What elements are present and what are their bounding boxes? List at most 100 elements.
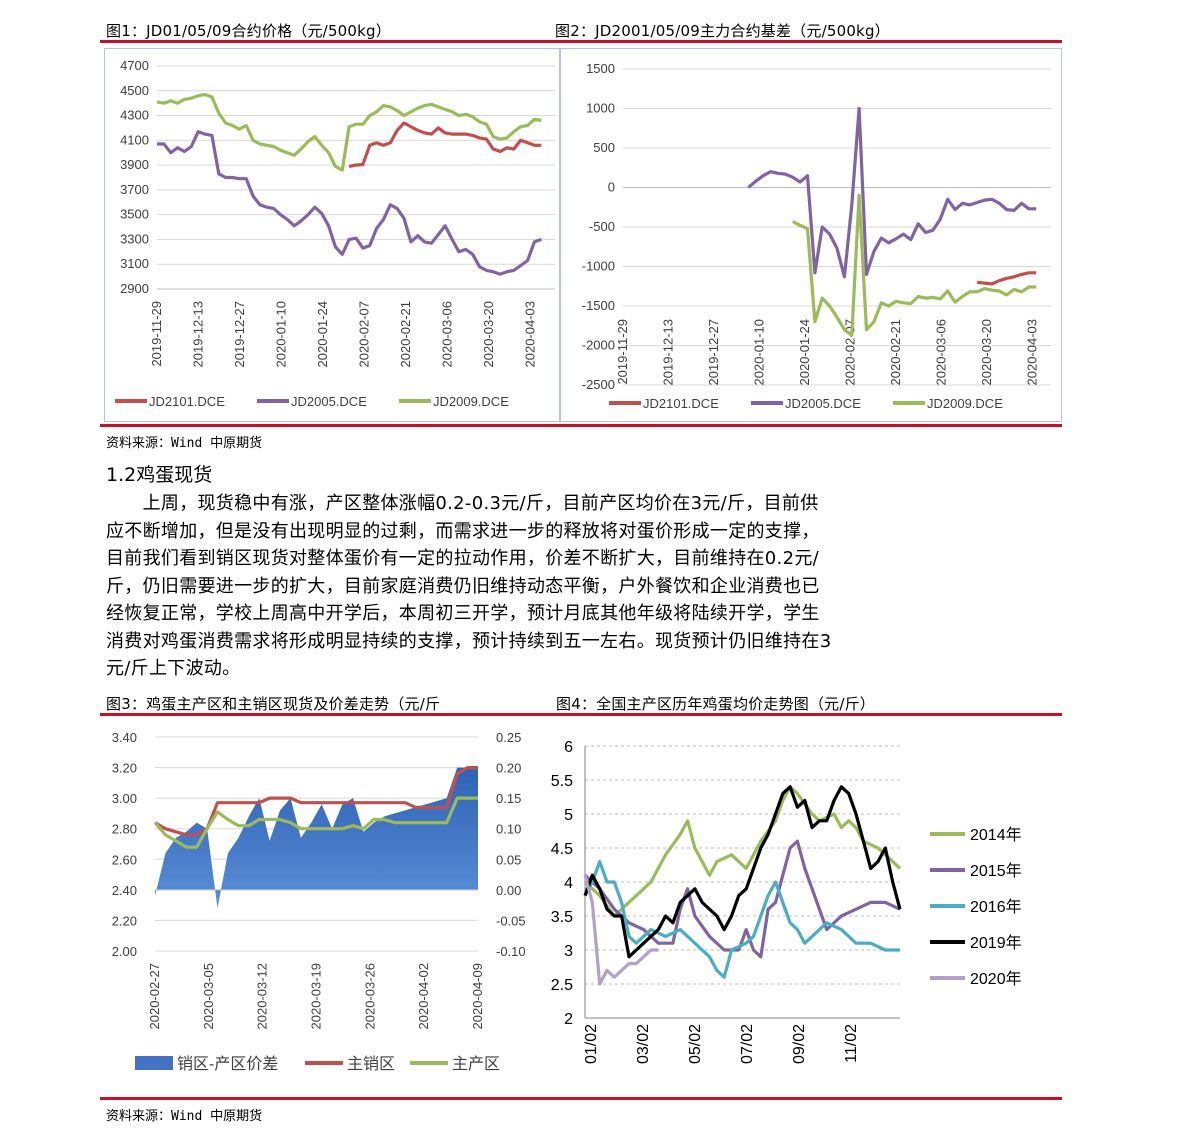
x-tick-label: 11/02 [843,1024,860,1063]
y-tick-label: 2.5 [551,977,573,994]
x-tick-label: 2019-12-27 [232,301,247,368]
x-tick-label: 2019-12-13 [191,301,206,368]
legend-swatch [135,1056,173,1070]
footer-divider [100,1097,1062,1100]
legend-label: JD2009.DCE [927,396,1003,411]
paragraph-line: 经恢复正常，学校上周高中开学后，本周初三开学，预计月底其他年级将陆续开学，学生 [106,603,820,624]
x-tick-label: 2020-03-12 [255,963,270,1030]
series-line-JD2101.DCE [348,121,542,168]
series-line-2020年 [583,874,659,986]
fig1-svg: 2900 3100 3300 3500 3700 3900 4100 4300 4500 4700… [115,58,555,409]
section-paragraph: 上周，现货稳中有涨，产区整体涨幅0.2-0.3元/斤，目前产区均价在3元/斤，目… [106,490,1066,683]
legend-label: JD2101.DCE [149,394,225,409]
y2-tick-label: 0.00 [496,883,521,898]
source-note-2: 资料来源：Wind 中原期货 [106,1109,263,1124]
y-tick-label: 2900 [120,281,149,296]
fig3-title: 图3：鸡蛋主产区和主销区现货及价差走势（元/斤 [106,695,441,713]
y-tick-label: 0 [608,180,615,195]
y-tick-label: 2.00 [112,944,137,959]
y2-tick-label: 0.15 [496,791,521,806]
y-tick-label: 3300 [120,231,149,246]
y-tick-label: -2000 [582,338,615,353]
fig4-chart: 2 2.5 3 3.5 4 4.5 5 5.5 6 01/02 03/02 05/02 07/02 09/… [545,718,1060,1094]
x-tick-label: 2020-04-09 [470,963,485,1030]
fig2-svg: -2500 -2000 -1500 -1000 -500 0 500 1000 1500 2019… [582,61,1051,411]
y2-tick-label: 0.10 [496,822,521,837]
x-tick-label: 2020-03-05 [201,963,216,1030]
x-tick-label: 2020-02-21 [398,301,413,368]
fig1-chart: 2900 3100 3300 3500 3700 3900 4100 4300 4500 4700… [104,48,560,422]
y-tick-label: 500 [593,140,615,155]
x-tick-label: 2020-03-06 [934,319,949,386]
legend-label: 2020年 [970,970,1022,988]
x-tick-label: 2020-04-03 [1025,319,1040,386]
bottom-divider [100,713,1062,716]
x-tick-label: 2020-03-19 [309,963,324,1030]
y-tick-label: -500 [589,219,615,234]
legend-label: 主销区 [347,1055,395,1073]
series-line-JD2101.DCE [977,271,1037,286]
legend-label: 2016年 [970,898,1022,916]
paragraph-line: 消费对鸡蛋消费需求将形成明显持续的支撑，预计持续到五一左右。现货预计仍旧维持在3 [106,630,832,652]
x-tick-label: 01/02 [583,1024,600,1064]
y-tick-label: 2.60 [112,852,137,867]
y-tick-label: -1500 [582,298,615,313]
fig2-chart: -2500 -2000 -1500 -1000 -500 0 500 1000 1500 2019… [560,48,1062,422]
legend-label: JD2009.DCE [433,394,509,409]
legend-label: 2015年 [970,862,1022,880]
y2-tick-label: 0.25 [496,730,521,745]
paragraph-line: 应不断增加，但是没有出现明显的过剩，而需求进一步的释放将对蛋价形成一定的支撑， [106,520,820,542]
x-tick-label: 2020-01-10 [274,301,289,368]
y-tick-label: 3500 [120,207,149,222]
legend-label: 主产区 [452,1055,500,1073]
y-tick-label: 4500 [120,83,149,98]
series-line-2015年 [583,839,901,959]
x-tick-label: 2020-03-20 [979,319,994,386]
mid-divider-1 [100,424,1062,427]
y-tick-label: 4100 [120,132,149,147]
section-heading: 1.2鸡蛋现货 [106,464,213,486]
y2-tick-label: -0.10 [496,944,526,959]
fig3-chart: 2.00 2.20 2.40 2.60 2.80 3.00 3.20 3.40 -0.10 -0.… [100,718,540,1094]
x-tick-label: 05/02 [687,1024,704,1064]
series-line-JD2005.DCE [157,130,542,276]
y-tick-label: 1500 [586,61,615,76]
paragraph-line: 斤，仍旧需要进一步的扩大，目前家庭消费仍旧维持动态平衡，户外餐饮和企业消费也已 [106,575,820,597]
x-tick-label: 2020-02-07 [357,301,372,368]
x-tick-label: 2020-02-21 [888,319,903,386]
y-tick-label: 3.20 [112,761,137,776]
fig4-svg: 2 2.5 3 3.5 4 4.5 5 5.5 6 01/02 03/02 05/02 07/02 09/… [551,739,1022,1064]
series-line-主产区 [153,796,478,849]
series-line-JD2005.DCE [747,106,1037,279]
x-tick-label: 2020-01-24 [315,301,330,368]
fig1-title: 图1：JD01/05/09合约价格（元/500kg） [106,22,391,40]
y2-tick-label: -0.05 [496,913,526,928]
y-tick-label: 5.5 [551,773,573,790]
y-tick-label: -2500 [582,377,615,392]
y-tick-label: 3.5 [551,909,573,926]
y-tick-label: 3700 [120,182,149,197]
legend-label: 2014年 [970,826,1022,844]
x-tick-label: 2020-02-07 [843,319,858,386]
legend-label: 销区-产区价差 [177,1055,278,1073]
series-line-JD2009.DCE [791,193,1037,337]
y-tick-label: 4300 [120,108,149,123]
x-tick-label: 2020-04-03 [523,301,538,368]
paragraph-line: 目前我们看到销区现货对整体蛋价有一定的拉动作用，价差不断扩大，目前维持在0.2元… [106,548,819,569]
paragraph-line: 上周，现货稳中有涨，产区整体涨幅0.2-0.3元/斤，目前产区均价在3元/斤，目… [106,493,819,514]
y-tick-label: 2 [564,1011,573,1028]
y-tick-label: 3900 [120,157,149,172]
x-tick-label: 2020-01-10 [752,319,767,386]
x-tick-label: 2020-03-06 [440,301,455,368]
x-tick-label: 2020-03-26 [362,963,377,1030]
fig2-title: 图2：JD2001/05/09主力合约基差（元/500kg） [555,22,890,40]
x-tick-label: 03/02 [635,1024,652,1064]
x-tick-label: 2019-11-29 [615,319,630,385]
y-tick-label: 3.40 [112,730,137,745]
y-tick-label: 4.5 [551,841,573,858]
x-tick-label: 2020-03-20 [481,301,496,368]
legend-label: 2019年 [970,934,1022,952]
series-area-销区-产区价差 [155,767,478,909]
series-line-JD2009.DCE [156,92,542,172]
y-tick-label: -1000 [582,259,615,274]
